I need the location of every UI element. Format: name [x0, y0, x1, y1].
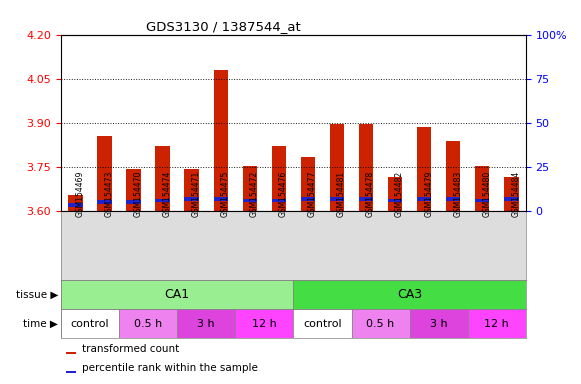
Text: 12 h: 12 h	[485, 318, 509, 329]
Bar	[330, 124, 344, 211]
Text: percentile rank within the sample: percentile rank within the sample	[82, 363, 258, 373]
Bar	[69, 203, 83, 207]
Bar	[475, 199, 490, 202]
Bar	[359, 124, 374, 211]
Bar	[301, 157, 315, 211]
Bar	[352, 309, 410, 338]
Bar	[66, 352, 76, 354]
Text: GSM154471: GSM154471	[192, 170, 200, 217]
Text: transformed count: transformed count	[82, 344, 179, 354]
Bar	[185, 169, 199, 211]
Text: GSM154470: GSM154470	[134, 170, 142, 217]
Bar	[293, 280, 526, 309]
Bar	[388, 199, 402, 202]
Bar	[156, 199, 170, 202]
Bar	[69, 195, 83, 211]
Bar	[388, 177, 402, 211]
Text: GSM154481: GSM154481	[337, 170, 346, 217]
Text: 12 h: 12 h	[252, 318, 277, 329]
Text: GSM154477: GSM154477	[308, 170, 317, 217]
Bar	[272, 199, 286, 202]
Text: GSM154469: GSM154469	[76, 170, 84, 217]
Text: GSM154475: GSM154475	[221, 170, 229, 217]
Bar	[243, 166, 257, 211]
Text: 3 h: 3 h	[198, 318, 215, 329]
Bar	[504, 177, 519, 211]
Text: GSM154479: GSM154479	[424, 170, 433, 217]
Bar	[468, 309, 526, 338]
Bar	[214, 70, 228, 211]
Bar	[504, 197, 519, 201]
Bar	[185, 197, 199, 201]
Text: CA3: CA3	[397, 288, 422, 301]
Bar	[98, 200, 112, 204]
Text: GSM154478: GSM154478	[366, 170, 375, 217]
Bar	[127, 169, 141, 211]
Text: GSM154476: GSM154476	[279, 170, 288, 217]
Bar	[66, 371, 76, 373]
Bar	[359, 197, 374, 201]
Bar	[235, 309, 293, 338]
Bar	[61, 280, 293, 309]
Text: control: control	[71, 318, 109, 329]
Bar	[417, 197, 431, 201]
Bar	[417, 127, 431, 211]
Bar	[446, 141, 460, 211]
Bar	[127, 200, 141, 204]
Text: tissue ▶: tissue ▶	[16, 290, 58, 300]
Text: GSM154480: GSM154480	[482, 170, 491, 217]
Bar	[61, 309, 119, 338]
Bar	[410, 309, 468, 338]
Text: GSM154472: GSM154472	[250, 170, 259, 217]
Text: 3 h: 3 h	[430, 318, 447, 329]
Bar	[301, 197, 315, 201]
Text: GSM154483: GSM154483	[453, 170, 462, 217]
Text: 0.5 h: 0.5 h	[134, 318, 162, 329]
Bar	[330, 197, 344, 201]
Bar	[98, 136, 112, 211]
Bar	[475, 166, 490, 211]
Bar	[214, 197, 228, 201]
Bar	[293, 309, 352, 338]
Bar	[446, 197, 460, 201]
Text: GDS3130 / 1387544_at: GDS3130 / 1387544_at	[146, 20, 301, 33]
Text: 0.5 h: 0.5 h	[367, 318, 394, 329]
Text: GSM154484: GSM154484	[511, 170, 520, 217]
Bar	[243, 199, 257, 202]
Bar	[272, 146, 286, 211]
Text: GSM154474: GSM154474	[163, 170, 171, 217]
Text: GSM154473: GSM154473	[105, 170, 113, 217]
Text: time ▶: time ▶	[23, 318, 58, 329]
Text: GSM154482: GSM154482	[395, 170, 404, 217]
Bar	[177, 309, 235, 338]
Text: CA1: CA1	[164, 288, 190, 301]
Bar	[119, 309, 177, 338]
Text: control: control	[303, 318, 342, 329]
Bar	[156, 146, 170, 211]
